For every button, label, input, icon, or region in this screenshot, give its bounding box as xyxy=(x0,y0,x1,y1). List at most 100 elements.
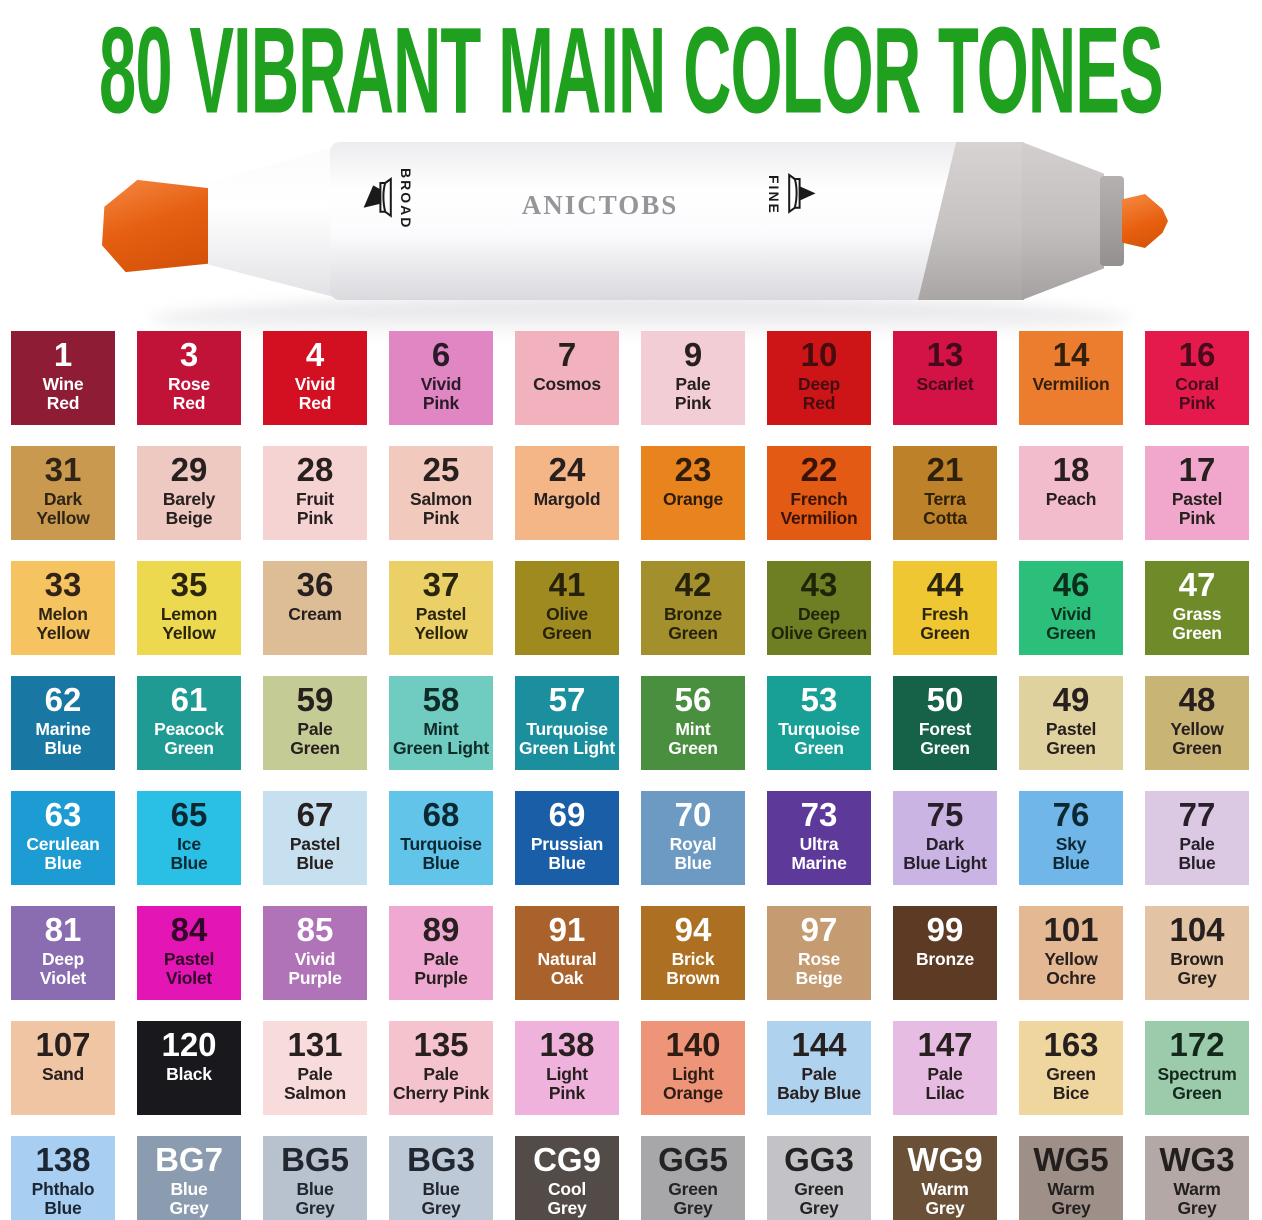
swatch-name: Pastel Pink xyxy=(1171,489,1223,528)
swatch-name: Peacock Green xyxy=(154,719,224,758)
color-swatch: 18 Peach xyxy=(1019,446,1123,540)
color-swatch: 144 Pale Baby Blue xyxy=(767,1021,871,1115)
swatch-code: 58 xyxy=(422,681,460,718)
swatch-name: Scarlet xyxy=(916,374,974,394)
color-swatch: 43 Deep Olive Green xyxy=(767,561,871,655)
color-swatch: 13 Scarlet xyxy=(893,331,997,425)
swatch-code: 7 xyxy=(557,336,577,373)
swatch-code: 25 xyxy=(422,451,460,488)
swatch-code: 37 xyxy=(422,566,460,603)
swatch-code: GG3 xyxy=(784,1141,854,1178)
swatch-code: 84 xyxy=(170,911,208,948)
swatch-name: Vivid Red xyxy=(294,374,336,413)
color-swatch: 1 Wine Red xyxy=(11,331,115,425)
color-swatch: 37 Pastel Yellow xyxy=(389,561,493,655)
color-swatch: 99 Bronze xyxy=(893,906,997,1000)
swatch-code: 76 xyxy=(1052,796,1090,833)
swatch-name: Natural Oak xyxy=(537,949,597,988)
swatch-code: CG9 xyxy=(533,1141,601,1178)
swatch-name: Green Bice xyxy=(1046,1064,1096,1103)
swatch-name: Vivid Pink xyxy=(420,374,462,413)
swatch-name: Spectrum Green xyxy=(1157,1064,1237,1103)
swatch-code: 1 xyxy=(53,336,73,373)
color-swatch: 62 Marine Blue xyxy=(11,676,115,770)
swatch-code: 89 xyxy=(422,911,460,948)
color-swatch: 25 Salmon Pink xyxy=(389,446,493,540)
swatch-name: Ice Blue xyxy=(170,834,208,873)
color-swatch: 7 Cosmos xyxy=(515,331,619,425)
swatch-name: Yellow Green xyxy=(1170,719,1224,758)
color-swatch: 85 Vivid Purple xyxy=(263,906,367,1000)
color-swatch: 138 Light Pink xyxy=(515,1021,619,1115)
swatch-name: Olive Green xyxy=(542,604,592,643)
color-swatch: GG3 Green Grey xyxy=(767,1136,871,1220)
swatch-name: Ultra Marine xyxy=(791,834,847,873)
color-swatch: 59 Pale Green xyxy=(263,676,367,770)
swatch-name: Fresh Green xyxy=(920,604,970,643)
swatch-code: 17 xyxy=(1178,451,1216,488)
swatch-code: 35 xyxy=(170,566,208,603)
swatch-code: 138 xyxy=(539,1026,595,1063)
color-swatch: 69 Prussian Blue xyxy=(515,791,619,885)
swatch-code: 33 xyxy=(44,566,82,603)
broad-label: BROAD xyxy=(398,168,414,230)
swatch-code: 101 xyxy=(1043,911,1099,948)
color-swatch: 76 Sky Blue xyxy=(1019,791,1123,885)
color-swatch: 61 Peacock Green xyxy=(137,676,241,770)
swatch-code: 104 xyxy=(1169,911,1225,948)
swatch-name: Turquoise Blue xyxy=(400,834,482,873)
marker-fine-tip xyxy=(1122,194,1168,248)
swatch-name: Grass Green xyxy=(1172,604,1222,643)
color-swatch: 67 Pastel Blue xyxy=(263,791,367,885)
swatch-name: Green Grey xyxy=(668,1179,718,1218)
swatch-name: Pale Lilac xyxy=(925,1064,965,1103)
swatch-name: Yellow Ochre xyxy=(1044,949,1098,988)
swatch-name: Barely Beige xyxy=(162,489,216,528)
color-swatch: 131 Pale Salmon xyxy=(263,1021,367,1115)
swatch-name: Warm Grey xyxy=(1047,1179,1095,1218)
swatch-name: French Vermilion xyxy=(780,489,858,528)
swatch-code: 94 xyxy=(674,911,712,948)
color-swatch: WG9 Warm Grey xyxy=(893,1136,997,1220)
swatch-name: Pastel Violet xyxy=(163,949,215,988)
swatch-name: Turquoise Green xyxy=(778,719,860,758)
swatch-name: Pale Cherry Pink xyxy=(392,1064,490,1103)
swatch-name: Warm Grey xyxy=(921,1179,969,1218)
swatch-code: 50 xyxy=(926,681,964,718)
swatch-code: 23 xyxy=(674,451,712,488)
swatch-code: 46 xyxy=(1052,566,1090,603)
color-swatch: 84 Pastel Violet xyxy=(137,906,241,1000)
swatch-code: BG7 xyxy=(155,1141,223,1178)
swatch-name: Sky Blue xyxy=(1052,834,1090,873)
swatch-code: 61 xyxy=(170,681,208,718)
swatch-code: 70 xyxy=(674,796,712,833)
page-title: 80 VIBRANT MAIN COLOR TONES xyxy=(0,2,1262,140)
color-swatch: 91 Natural Oak xyxy=(515,906,619,1000)
color-swatch: 22 French Vermilion xyxy=(767,446,871,540)
swatch-name: Light Pink xyxy=(546,1064,588,1103)
color-swatch: 6 Vivid Pink xyxy=(389,331,493,425)
swatch-code: 22 xyxy=(800,451,838,488)
color-swatch: 33 Melon Yellow xyxy=(11,561,115,655)
swatch-name: Pale Pink xyxy=(674,374,712,413)
swatch-name: Green Grey xyxy=(794,1179,844,1218)
color-swatch: 50 Forest Green xyxy=(893,676,997,770)
color-swatch: 89 Pale Purple xyxy=(389,906,493,1000)
swatch-name: Brown Grey xyxy=(1170,949,1224,988)
color-swatch: 41 Olive Green xyxy=(515,561,619,655)
swatch-code: 140 xyxy=(665,1026,721,1063)
color-swatch: 29 Barely Beige xyxy=(137,446,241,540)
swatch-name: Blue Grey xyxy=(295,1179,335,1218)
swatch-code: 147 xyxy=(917,1026,973,1063)
swatch-name: Phthalo Blue xyxy=(31,1179,95,1218)
color-swatch: 42 Bronze Green xyxy=(641,561,745,655)
swatch-name: Pale Green xyxy=(290,719,340,758)
fine-label: FINE xyxy=(766,175,782,215)
swatch-code: 44 xyxy=(926,566,964,603)
swatch-name: Wine Red xyxy=(42,374,84,413)
color-swatch: 58 Mint Green Light xyxy=(389,676,493,770)
color-swatch: 70 Royal Blue xyxy=(641,791,745,885)
color-swatch: 48 Yellow Green xyxy=(1145,676,1249,770)
swatch-code: 49 xyxy=(1052,681,1090,718)
swatch-name: Orange xyxy=(662,489,724,509)
